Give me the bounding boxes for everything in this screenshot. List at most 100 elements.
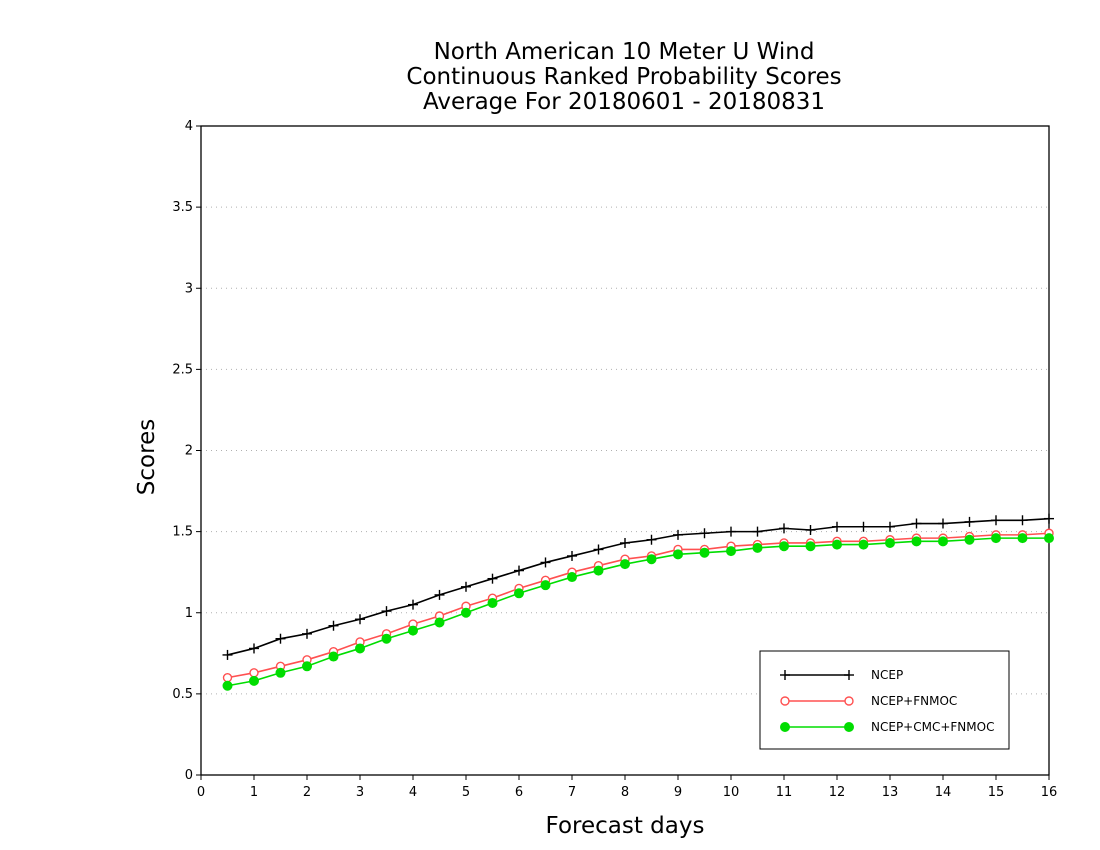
data-point-2-4 (328, 651, 339, 662)
data-point-2-30 (1017, 533, 1028, 544)
legend-marker-end-1 (844, 696, 854, 706)
axes: 00.511.522.533.540 1 2 3 4 5 6 7 8 9 10 11 12 13 14 15 1… (172, 119, 1057, 800)
x-tick-label-11: 11 (776, 785, 793, 800)
legend: NCEP NCEP+FNMOC NCEP+CMC+FNMOC (759, 650, 1010, 750)
data-point-2-24 (858, 539, 869, 550)
data-point-2-29 (991, 533, 1001, 544)
data-point-0-0 (222, 649, 233, 660)
x-tick-label-10: 10 (723, 785, 740, 800)
data-point-0-22 (805, 525, 816, 536)
data-point-0-27 (938, 518, 948, 529)
data-point-2-5 (355, 643, 365, 654)
data-series (222, 513, 1054, 691)
data-point-2-14 (593, 565, 604, 576)
data-point-2-21 (779, 541, 789, 552)
data-point-0-29 (991, 515, 1001, 526)
data-point-2-10 (487, 598, 498, 609)
series-line-0 (227, 517, 1050, 656)
x-tick-label-5: 5 (462, 785, 470, 800)
legend-box (759, 650, 1010, 750)
data-point-2-22 (805, 541, 816, 552)
data-point-2-8 (434, 617, 445, 628)
x-tick-label-8: 8 (621, 785, 629, 800)
data-point-2-2 (275, 667, 286, 678)
x-tick-label-13: 13 (882, 785, 899, 800)
x-tick-label-1: 1 (250, 785, 258, 800)
data-point-2-12 (540, 580, 551, 591)
legend-marker-end-2 (844, 722, 854, 732)
data-point-1-0 (222, 672, 233, 683)
data-point-2-28 (964, 534, 975, 545)
data-point-2-9 (461, 607, 471, 618)
data-point-2-15 (620, 559, 630, 570)
data-point-0-30 (1017, 515, 1028, 526)
legend-entry-1: NCEP+FNMOC (780, 694, 957, 708)
data-point-0-8 (434, 589, 445, 600)
data-point-2-18 (699, 547, 710, 558)
y-axis-title: Scores (134, 419, 160, 495)
series-0 (222, 513, 1054, 660)
x-tick-label-2: 2 (303, 785, 311, 800)
legend-marker-end-0 (844, 670, 854, 680)
legend-marker-start-0 (780, 670, 790, 680)
x-axis-title: Forecast days (546, 813, 705, 839)
legend-label-1: NCEP+FNMOC (871, 694, 957, 708)
x-tick-label-15: 15 (988, 785, 1005, 800)
data-point-0-12 (540, 557, 551, 568)
x-tick-label-7: 7 (568, 785, 576, 800)
data-point-0-24 (858, 521, 869, 532)
y-tick-label-4: 2 (185, 444, 193, 459)
y-tick-label-3: 1.5 (172, 525, 193, 540)
data-point-2-19 (726, 546, 736, 557)
data-point-0-7 (408, 599, 418, 610)
y-tick-label-1: 0.5 (172, 687, 193, 702)
data-point-2-23 (832, 539, 842, 550)
data-point-0-17 (673, 529, 683, 540)
data-point-0-26 (911, 518, 922, 529)
chart-title-line-1: North American 10 Meter U Wind (434, 39, 815, 65)
data-point-0-11 (514, 565, 524, 576)
x-tick-label-9: 9 (674, 785, 682, 800)
data-point-2-7 (408, 625, 418, 636)
data-point-0-5 (355, 614, 365, 625)
data-point-0-18 (699, 528, 710, 539)
data-point-0-10 (487, 573, 498, 584)
y-tick-label-8: 4 (185, 119, 193, 134)
data-point-2-27 (938, 536, 948, 547)
legend-marker-start-2 (780, 722, 790, 732)
data-point-0-2 (275, 633, 286, 644)
data-point-2-26 (911, 536, 922, 547)
chart-title: North American 10 Meter U Wind Continuou… (406, 39, 841, 115)
y-tick-label-2: 1 (185, 606, 193, 621)
x-tick-label-4: 4 (409, 785, 417, 800)
series-2 (222, 533, 1054, 691)
data-point-2-6 (381, 633, 392, 644)
data-point-0-13 (567, 550, 577, 561)
data-point-0-4 (328, 620, 339, 631)
data-point-0-6 (381, 606, 392, 617)
data-point-0-28 (964, 516, 975, 527)
data-point-0-31 (1044, 513, 1054, 524)
legend-marker-start-1 (780, 696, 790, 706)
data-point-0-19 (726, 526, 736, 537)
data-point-2-20 (752, 542, 763, 553)
data-point-0-1 (249, 643, 259, 654)
data-point-0-16 (646, 534, 657, 545)
y-tick-label-7: 3.5 (172, 200, 193, 215)
data-point-0-14 (593, 544, 604, 555)
data-point-0-20 (752, 526, 763, 537)
x-tick-label-16: 16 (1041, 785, 1058, 800)
y-tick-label-0: 0 (185, 768, 193, 783)
data-point-2-25 (885, 537, 895, 548)
data-point-0-9 (461, 581, 471, 592)
legend-entry-0: NCEP (780, 668, 903, 682)
x-tick-label-6: 6 (515, 785, 523, 800)
legend-label-0: NCEP (871, 668, 903, 682)
legend-label-2: NCEP+CMC+FNMOC (871, 720, 994, 734)
data-point-2-17 (673, 549, 683, 560)
data-point-0-23 (832, 521, 842, 532)
x-tick-label-12: 12 (829, 785, 846, 800)
y-tick-label-6: 3 (185, 281, 193, 296)
